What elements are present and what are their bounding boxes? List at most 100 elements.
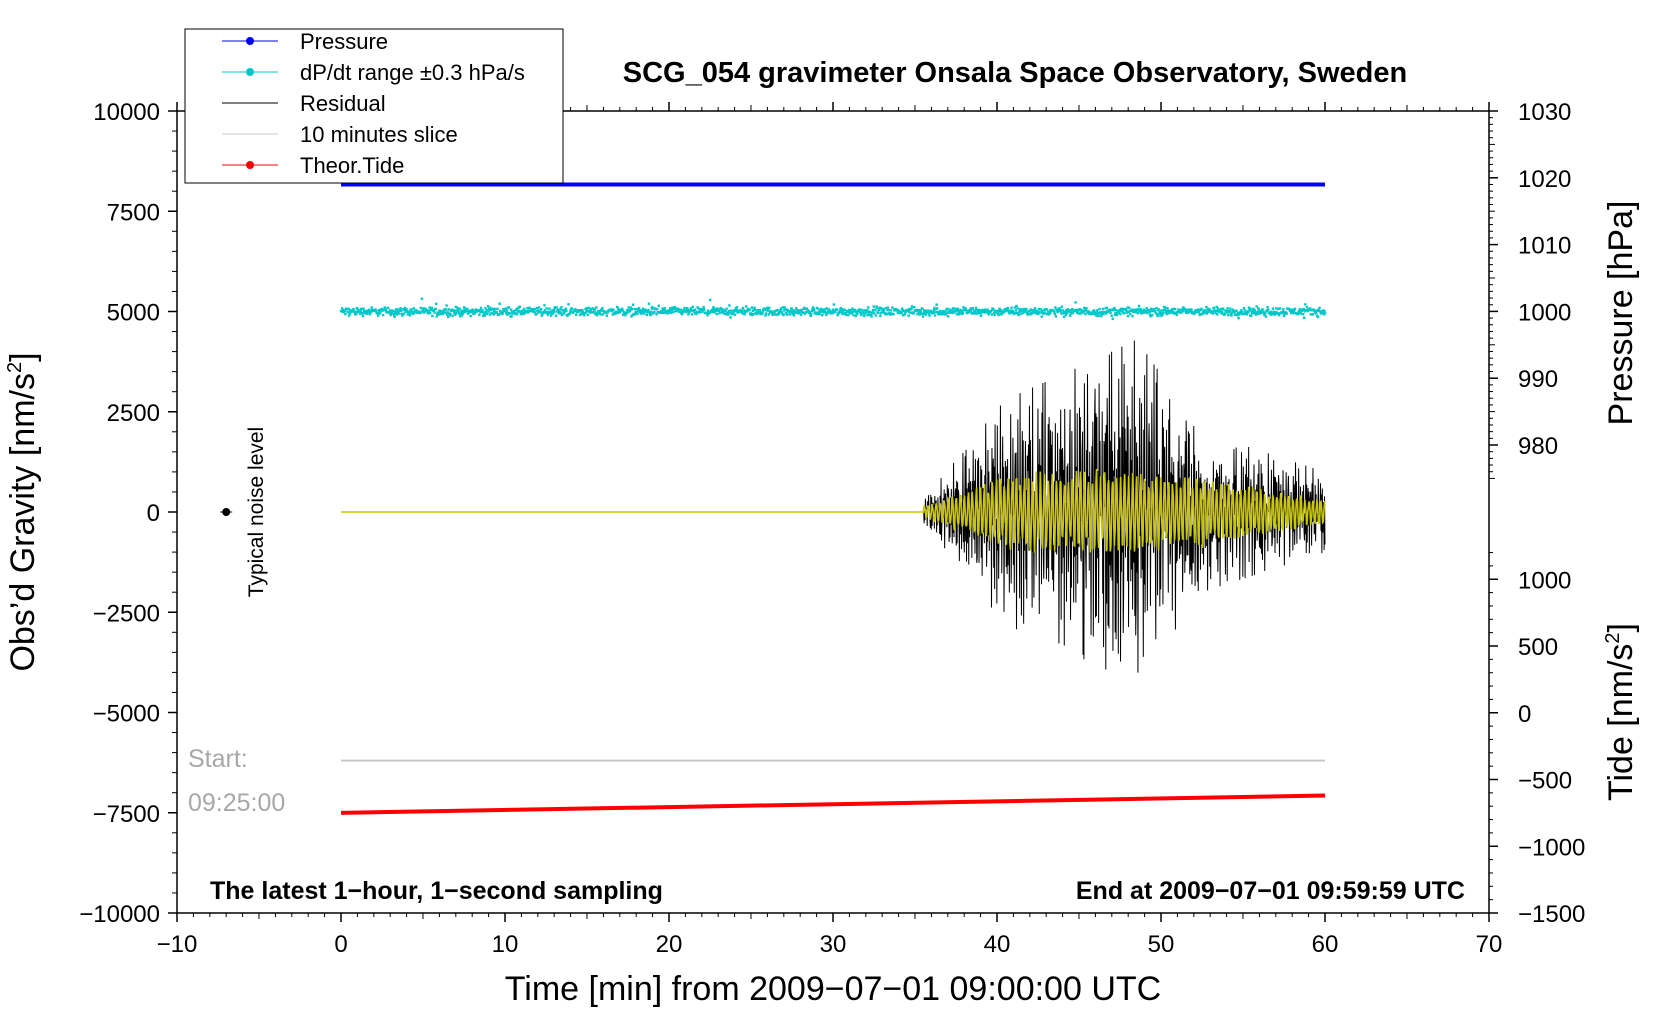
dpdt-point <box>651 305 654 309</box>
dpdt-point <box>1308 308 1311 312</box>
dpdt-point <box>1009 311 1012 314</box>
dpdt-point <box>851 307 854 310</box>
dpdt-point <box>776 308 779 312</box>
dpdt-point <box>406 313 409 316</box>
dpdt-point <box>1077 312 1081 315</box>
legend-marker <box>246 68 254 76</box>
dpdt-point <box>695 312 698 315</box>
dpdt-point <box>432 309 436 312</box>
dpdt-point <box>558 310 561 314</box>
dpdt-point <box>1290 311 1293 314</box>
dpdt-point <box>675 309 679 312</box>
dpdt-point <box>1123 311 1126 315</box>
dpdt-point <box>934 311 937 314</box>
dpdt-point <box>461 312 465 315</box>
dpdt-point <box>482 314 485 317</box>
dpdt-point <box>865 308 869 312</box>
dpdt-point <box>735 308 738 312</box>
dpdt-point <box>588 311 592 314</box>
dpdt-point <box>593 309 596 313</box>
dpdt-point <box>1261 308 1264 311</box>
dpdt-point <box>1242 306 1246 310</box>
dpdt-point <box>874 314 878 317</box>
dpdt-point <box>1119 312 1122 316</box>
dpdt-point <box>954 308 957 312</box>
dpdt-point <box>1010 306 1013 309</box>
dpdt-point <box>938 311 941 314</box>
dpdt-point <box>455 311 458 315</box>
dpdt-point <box>687 313 690 316</box>
dpdt-point <box>391 309 395 312</box>
dpdt-point <box>874 308 877 312</box>
dpdt-point <box>626 310 630 314</box>
dpdt-point <box>368 312 372 316</box>
dpdt-point <box>395 308 398 311</box>
dpdt-point <box>1190 308 1193 311</box>
dpdt-point <box>998 307 1001 310</box>
dpdt-point <box>1007 309 1010 312</box>
y-left-tick-label: 7500 <box>107 199 160 226</box>
dpdt-point <box>780 307 783 310</box>
dpdt-point <box>1022 310 1025 314</box>
dpdt-point <box>420 311 423 314</box>
dpdt-point <box>870 315 873 318</box>
dpdt-point <box>884 306 887 310</box>
noise-level-label: Typical noise level <box>245 427 268 597</box>
dpdt-point <box>808 310 811 314</box>
dpdt-point <box>702 308 706 311</box>
dpdt-point <box>1117 311 1120 315</box>
dpdt-point <box>1185 308 1188 312</box>
dpdt-point <box>611 310 614 313</box>
dpdt-point <box>781 312 784 315</box>
dpdt-point <box>1219 307 1223 311</box>
dpdt-point <box>389 313 392 317</box>
dpdt-point <box>419 306 423 310</box>
dpdt-point <box>1223 313 1226 317</box>
dpdt-point <box>946 307 949 311</box>
dpdt-point <box>1226 307 1229 310</box>
dpdt-point <box>559 312 563 315</box>
dpdt-point <box>543 309 547 312</box>
dpdt-point <box>1126 306 1129 309</box>
dpdt-point <box>740 310 744 314</box>
dpdt-point <box>741 306 745 310</box>
dpdt-point <box>486 308 489 312</box>
dpdt-point <box>381 313 385 317</box>
dpdt-point <box>599 313 603 316</box>
dpdt-point <box>1154 310 1157 313</box>
dpdt-point <box>542 310 546 314</box>
dpdt-point <box>921 307 924 310</box>
dpdt-point <box>425 309 429 312</box>
dpdt-point <box>918 313 921 316</box>
dpdt-point <box>840 312 844 315</box>
dpdt-point <box>858 310 861 313</box>
dpdt-point <box>501 311 505 314</box>
dpdt-point <box>792 309 795 312</box>
dpdt-point <box>900 312 903 315</box>
dpdt-point <box>423 310 426 313</box>
dpdt-point <box>616 311 619 315</box>
dpdt-point <box>1175 313 1178 317</box>
dpdt-point <box>1028 310 1031 313</box>
dpdt-point <box>867 306 870 309</box>
dpdt-point <box>1068 309 1071 312</box>
y-left-tick-label: 2500 <box>107 400 160 427</box>
dpdt-point <box>871 310 874 313</box>
dpdt-point <box>1282 308 1285 311</box>
y-pressure-tick-label: 1020 <box>1518 166 1571 193</box>
dpdt-point <box>393 310 397 313</box>
dpdt-point <box>596 311 599 315</box>
dpdt-point <box>864 311 868 315</box>
x-tick-label: 40 <box>984 931 1011 958</box>
dpdt-point <box>1266 306 1269 309</box>
dpdt-point <box>1251 312 1254 315</box>
dpdt-point <box>460 309 463 312</box>
dpdt-point <box>500 310 503 313</box>
dpdt-point <box>1204 309 1207 312</box>
dpdt-point <box>393 315 396 318</box>
dpdt-point <box>1208 308 1211 311</box>
dpdt-point <box>962 306 965 309</box>
dpdt-point <box>471 310 474 314</box>
dpdt-point <box>1263 313 1266 317</box>
dpdt-point <box>839 306 843 310</box>
